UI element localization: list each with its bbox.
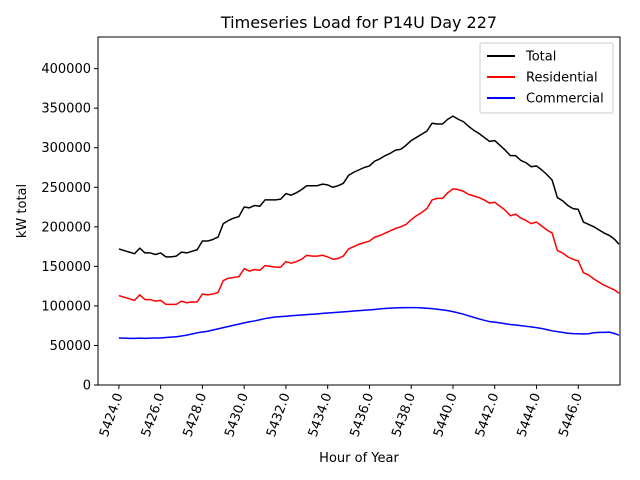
series-line-total [118,115,620,258]
plot-frame [97,36,621,386]
legend-label-commercial: Commercial [526,92,604,107]
series-line-commercial [118,306,620,340]
y-tick-label: 250000 [41,181,91,196]
legend-label-residential: Residential [526,71,598,86]
x-axis-title: Hour of Year [319,451,399,466]
y-tick-label: 50000 [50,339,91,354]
plot-area [97,36,621,386]
y-axis: 0 50000 100000 150000 200000 250000 300000 3500… [41,62,98,394]
series-lines [118,115,620,340]
legend-box [479,42,614,114]
legend-label-total: Total [525,50,556,65]
chart-title: Timeseries Load for P14U Day 227 [220,13,497,32]
y-tick-label: 100000 [41,299,91,314]
y-tick-label: 200000 [41,220,91,235]
legend: Total Residential Commercial [479,42,614,114]
y-tick-label: 350000 [41,102,91,117]
y-tick-label: 300000 [41,141,91,156]
y-tick-label: 0 [83,379,91,394]
y-tick-label: 150000 [41,260,91,275]
y-axis-title: kW total [15,184,30,238]
series-line-residential [118,188,620,306]
y-tick-label: 400000 [41,62,91,77]
